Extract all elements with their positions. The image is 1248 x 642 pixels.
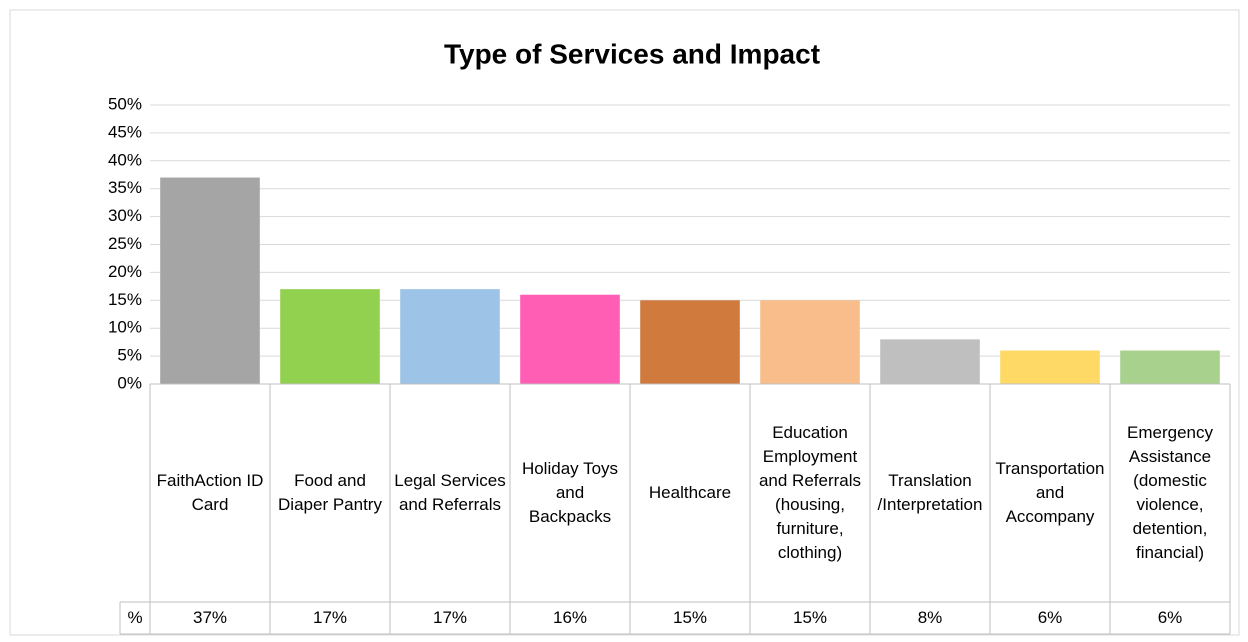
bar [640,300,740,384]
bar [1120,350,1220,384]
x-tick-label: Healthcare [648,483,732,502]
value-label: 6% [1037,608,1063,627]
y-tick-label: 50% [108,94,142,113]
bar [520,294,620,384]
x-tick-label: Transportation and Accompany [995,459,1105,526]
x-tick-label: Food and Diaper Pantry [278,471,382,514]
x-tick-label: Education Employment and Referrals (hous… [758,423,862,562]
chart-title: Type of Services and Impact [444,38,820,69]
x-tick-label: Holiday Toys and Backpacks [521,459,619,526]
y-tick-label: 30% [108,206,142,225]
x-tick-label: Translation /Interpretation [877,471,983,514]
legend-entry: % [127,608,143,627]
value-label: 8% [917,608,943,627]
y-tick-label: 10% [108,318,142,337]
bar [1000,350,1100,384]
bar [160,177,260,384]
y-tick-label: 15% [108,290,142,309]
x-tick-label: Emergency Assistance (domestic violence,… [1127,423,1213,562]
value-label: 16% [552,608,588,627]
value-label: 15% [672,608,708,627]
bar [280,289,380,384]
bar [400,289,500,384]
y-tick-label: 0% [117,373,142,392]
y-tick-label: 45% [108,122,142,141]
y-tick-label: 35% [108,178,142,197]
bar [760,300,860,384]
y-tick-label: 5% [117,346,142,365]
value-label: 15% [792,608,828,627]
value-label: 37% [192,608,228,627]
x-tick-label: Legal Services and Referrals [394,471,506,514]
y-tick-label: 20% [108,262,142,281]
value-label: 17% [312,608,348,627]
value-label: 17% [432,608,468,627]
x-tick-label: FaithAction ID Card [156,471,264,514]
value-label: 6% [1157,608,1183,627]
y-tick-label: 25% [108,234,142,253]
y-tick-label: 40% [108,150,142,169]
bar [880,339,980,384]
